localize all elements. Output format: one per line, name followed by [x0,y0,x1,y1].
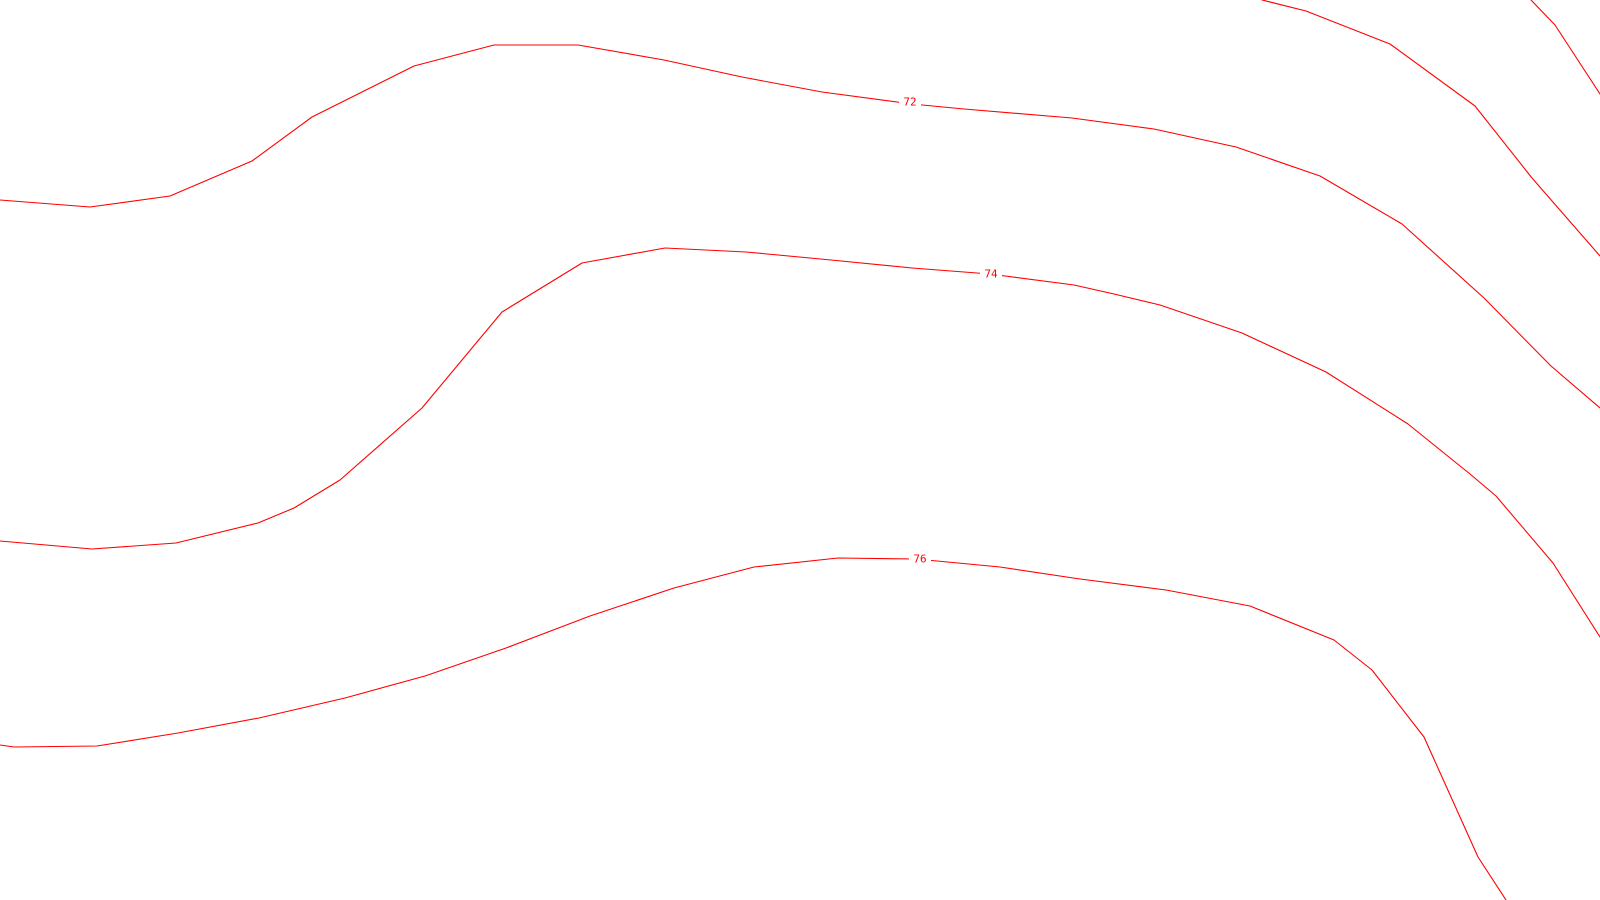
contour-72-label: 72 [903,96,916,109]
contour-76-label: 76 [913,553,926,566]
contour-74: 74 [0,247,1600,638]
contour-72-label-background [899,95,921,109]
contour-74-label: 74 [984,268,998,281]
contour-upper-right-b [1530,0,1600,95]
contour-74-line [0,247,1600,638]
contour-upper-right-a [1261,0,1600,257]
contour-74-label-background [980,267,1002,281]
contour-76-line [0,557,1507,900]
contour-72-line [0,44,1600,409]
contour-76-label-background [909,552,931,566]
contour-76: 76 [0,552,1507,900]
contour-72: 72 [0,44,1600,409]
